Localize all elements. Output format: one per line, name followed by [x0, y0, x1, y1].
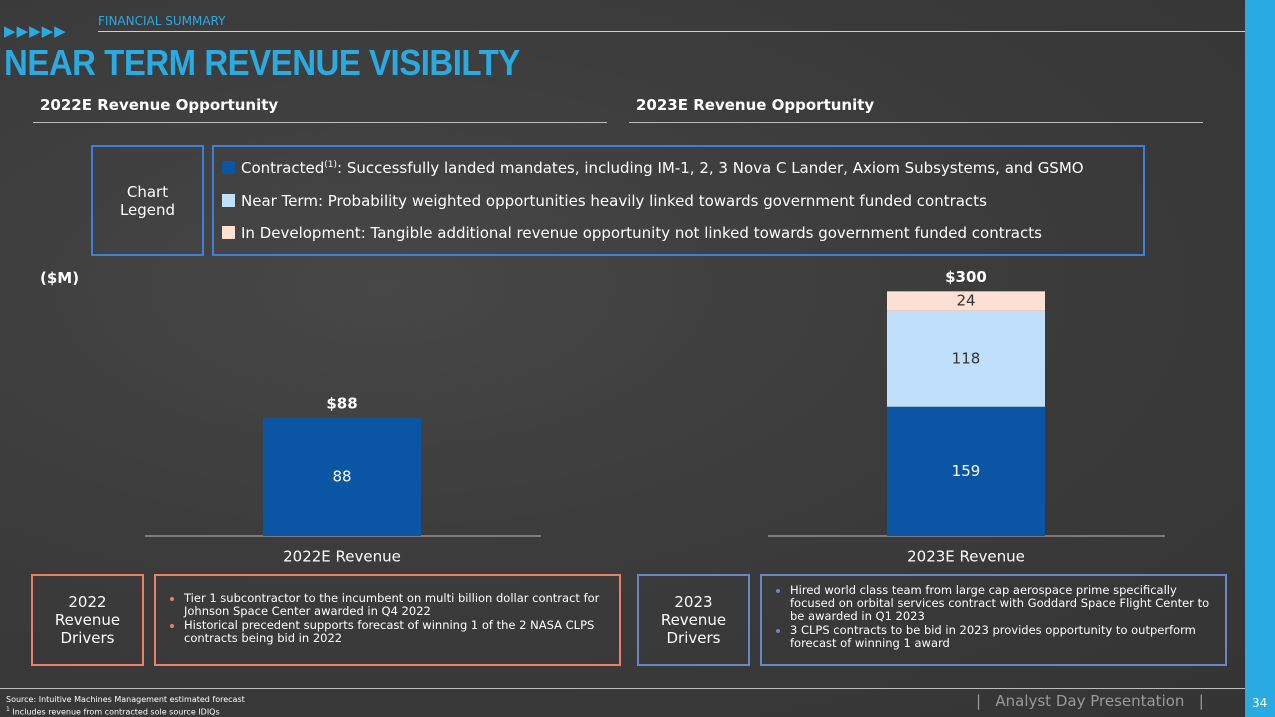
rule: [98, 31, 1245, 32]
source-text: Source: Intuitive Machines Management es…: [6, 695, 245, 704]
bar-segment: [887, 291, 1045, 311]
bullet: Historical precedent supports forecast o…: [184, 619, 609, 645]
bullet: Tier 1 subcontractor to the incumbent on…: [184, 592, 609, 618]
segment-label: 88: [332, 468, 351, 486]
legend-title: Chart Legend: [91, 145, 204, 256]
legend-item: Near Term: Probability weighted opportun…: [222, 192, 987, 210]
segment-label: 159: [952, 462, 981, 480]
legend: Contracted(1): Successfully landed manda…: [212, 145, 1145, 256]
panel-heading: 2023E Revenue Opportunity: [636, 96, 875, 114]
legend-name: In Development: [241, 224, 361, 242]
bar-segment: [887, 406, 1045, 536]
rule: [33, 122, 607, 123]
total-label: $88: [326, 395, 357, 413]
swatch: [222, 194, 235, 207]
segment-label: 118: [952, 349, 981, 367]
legend-text: : Successfully landed mandates, includin…: [337, 159, 1084, 177]
footnote: Includes revenue from contracted sole so…: [12, 707, 220, 717]
segment-label: 24: [956, 292, 975, 310]
side-bar: [1245, 0, 1275, 717]
legend-name: Near Term: [241, 192, 318, 210]
presentation-name: | Analyst Day Presentation |: [976, 692, 1204, 710]
title: NEAR TERM REVENUE VISIBILTY: [4, 42, 520, 83]
rule: [0, 688, 1245, 689]
driver-box: Hired world class team from large cap ae…: [760, 574, 1227, 666]
total-label: $300: [945, 268, 987, 286]
bullet: Hired world class team from large cap ae…: [790, 584, 1215, 623]
category-label: 2022E Revenue: [283, 548, 401, 566]
panel-heading: 2022E Revenue Opportunity: [40, 96, 279, 114]
note: (1): [324, 160, 338, 170]
section-label: FINANCIAL SUMMARY: [98, 14, 226, 28]
bar-segment: [887, 310, 1045, 407]
page-number: 34: [1252, 696, 1268, 710]
swatch: [222, 161, 235, 174]
driver-box: Tier 1 subcontractor to the incumbent on…: [154, 574, 621, 666]
arrows: ▶▶▶▶▶: [4, 22, 67, 40]
category-label: 2023E Revenue: [907, 548, 1025, 566]
swatch: [222, 226, 235, 239]
legend-name: Contracted: [241, 159, 325, 177]
legend-text: : Tangible additional revenue opportunit…: [360, 224, 1042, 242]
legend-text: : Probability weighted opportunities hea…: [317, 192, 987, 210]
driver-title: 2023 Revenue Drivers: [637, 574, 750, 666]
unit-label: ($M): [40, 269, 80, 287]
legend-item: Contracted(1): Successfully landed manda…: [222, 159, 1084, 177]
rule: [629, 122, 1203, 123]
legend-item: In Development: Tangible additional reve…: [222, 224, 1042, 242]
driver-title: 2022 Revenue Drivers: [31, 574, 144, 666]
bar-segment: [263, 418, 421, 536]
charts: 88 $88 2022E Revenue 159 118 24 $300 2023E Reve…: [145, 268, 1165, 566]
presentation-text: Analyst Day Presentation: [995, 692, 1185, 710]
bullet: 3 CLPS contracts to be bid in 2023 provi…: [790, 624, 1215, 650]
source: Source: Intuitive Machines Management es…: [6, 695, 245, 717]
footnote-mark: 1: [6, 706, 10, 713]
